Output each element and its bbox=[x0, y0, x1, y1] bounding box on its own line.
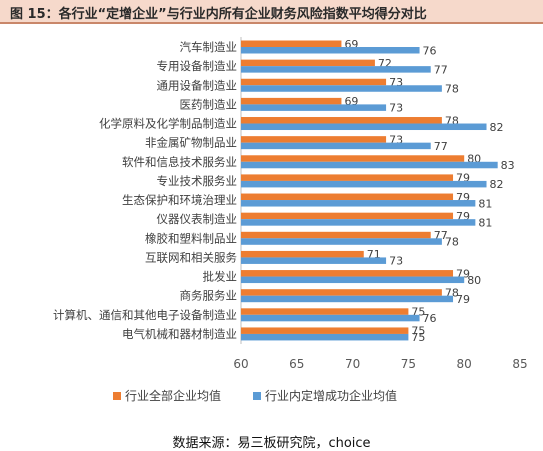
bar-industry-all bbox=[241, 212, 454, 220]
bar-industry-all bbox=[241, 78, 387, 86]
bar-industry-all bbox=[241, 97, 342, 105]
bar-placement-success bbox=[241, 219, 476, 226]
bar-placement-success bbox=[241, 333, 409, 341]
bar-placement-success bbox=[241, 238, 442, 245]
data-label: 80 bbox=[467, 274, 481, 287]
x-tick-label: 85 bbox=[512, 357, 527, 371]
bar-industry-all bbox=[241, 270, 454, 277]
data-label: 73 bbox=[389, 102, 403, 115]
data-label: 79 bbox=[456, 293, 470, 306]
title-bar: 图 15：各行业“定增企业”与行业内所有企业财务风险指数平均得分对比 bbox=[0, 0, 543, 22]
bar-industry-all bbox=[241, 193, 454, 201]
bar-industry-all bbox=[241, 174, 454, 181]
bar-industry-all bbox=[241, 136, 387, 143]
category-label: 专业技术服务业 bbox=[157, 174, 238, 188]
figure-title: 图 15：各行业“定增企业”与行业内所有企业财务风险指数平均得分对比 bbox=[10, 7, 427, 22]
data-label: 81 bbox=[478, 197, 492, 210]
bar-placement-success bbox=[241, 85, 442, 92]
bar-placement-success bbox=[241, 314, 420, 322]
data-label: 81 bbox=[478, 216, 492, 229]
data-label: 77 bbox=[434, 140, 448, 153]
x-tick-label: 60 bbox=[233, 357, 248, 371]
legend-swatch bbox=[113, 392, 121, 400]
data-label: 76 bbox=[423, 44, 437, 57]
bar-placement-success bbox=[241, 180, 487, 188]
legend-label: 行业全部企业均值 bbox=[125, 388, 221, 403]
bar-industry-all bbox=[241, 327, 409, 334]
category-label: 橡胶和塑料制品业 bbox=[145, 231, 237, 245]
bar-industry-all bbox=[241, 308, 409, 315]
category-label: 商务服务业 bbox=[180, 289, 238, 303]
source-note: 数据来源：易三板研究院，choice bbox=[172, 436, 371, 451]
data-label: 82 bbox=[490, 121, 504, 134]
x-tick-label: 65 bbox=[289, 357, 304, 371]
bar-placement-success bbox=[241, 66, 431, 73]
bar-industry-all bbox=[241, 289, 442, 296]
bar-placement-success bbox=[241, 161, 498, 169]
category-label: 仪器仪表制造业 bbox=[157, 212, 238, 226]
category-label: 专用设备制造业 bbox=[157, 59, 238, 73]
bar-placement-success bbox=[241, 104, 387, 111]
data-label: 75 bbox=[411, 331, 425, 344]
category-label: 非金属矿物制品业 bbox=[145, 136, 237, 150]
bar-industry-all bbox=[241, 250, 364, 258]
data-label: 75 bbox=[411, 325, 425, 338]
bar-placement-success bbox=[241, 295, 454, 303]
x-tick-label: 75 bbox=[401, 357, 416, 371]
bar-industry-all bbox=[241, 40, 342, 47]
data-label: 77 bbox=[434, 63, 448, 76]
category-label: 汽车制造业 bbox=[180, 40, 238, 54]
data-label: 78 bbox=[445, 83, 459, 96]
bar-industry-all bbox=[241, 59, 375, 67]
bar-placement-success bbox=[241, 200, 476, 207]
data-label: 76 bbox=[423, 312, 437, 325]
bar-placement-success bbox=[241, 142, 431, 150]
legend-swatch bbox=[253, 392, 261, 400]
x-tick-label: 70 bbox=[345, 357, 360, 371]
bar-industry-all bbox=[241, 117, 442, 124]
data-label: 82 bbox=[490, 178, 504, 191]
data-label: 73 bbox=[389, 255, 403, 268]
category-label: 软件和信息技术服务业 bbox=[122, 155, 237, 169]
category-label: 通用设备制造业 bbox=[157, 78, 238, 92]
bar-industry-all bbox=[241, 155, 465, 162]
data-label: 83 bbox=[501, 159, 515, 172]
bar-industry-all bbox=[241, 231, 431, 239]
x-tick-label: 80 bbox=[457, 357, 472, 371]
bar-placement-success bbox=[241, 257, 387, 264]
data-label: 78 bbox=[445, 236, 459, 249]
title-divider bbox=[0, 22, 543, 24]
legend-label: 行业内定增成功企业均值 bbox=[265, 388, 397, 403]
bar-placement-success bbox=[241, 123, 487, 131]
category-label: 互联网和相关服务 bbox=[145, 250, 237, 264]
category-label: 电气机械和器材制造业 bbox=[122, 327, 237, 341]
category-label: 批发业 bbox=[203, 270, 238, 284]
category-label: 医药制造业 bbox=[180, 97, 238, 111]
bar-placement-success bbox=[241, 276, 465, 284]
category-label: 计算机、通信和其他电子设备制造业 bbox=[53, 308, 237, 322]
category-label: 生态保护和环境治理业 bbox=[122, 193, 237, 207]
bar-placement-success bbox=[241, 47, 420, 54]
category-label: 化学原料及化学制品制造业 bbox=[99, 117, 237, 131]
